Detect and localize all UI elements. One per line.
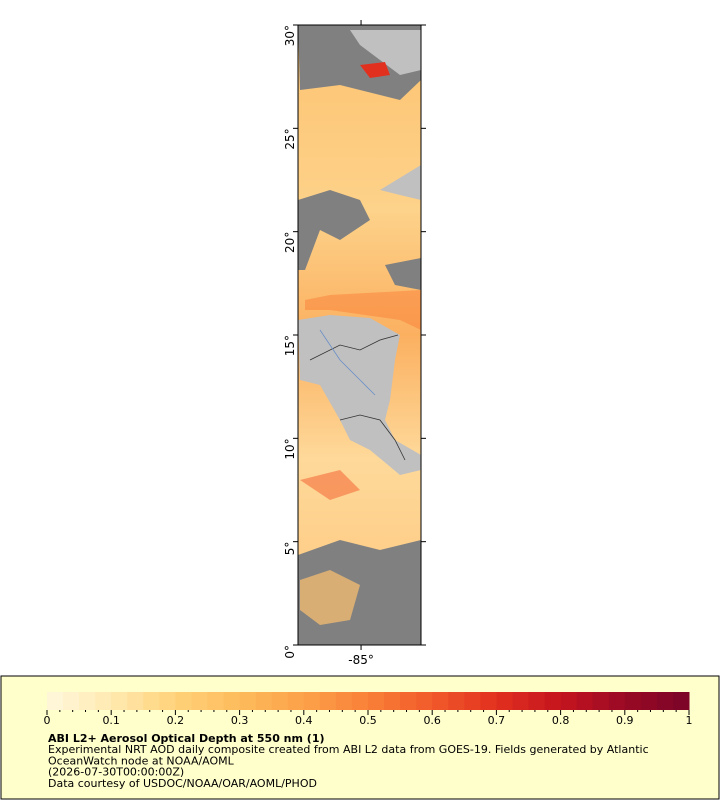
colorbar-segment	[239, 692, 257, 710]
colorbar-segment	[143, 692, 160, 710]
colorbar-segment	[207, 692, 225, 710]
colorbar-segment	[576, 692, 594, 710]
description-line: (2026-07-30T00:00:00Z)	[48, 766, 184, 779]
description-line: Data courtesy of USDOC/NOAA/OAR/AOML/PHO…	[48, 777, 317, 790]
colorbar-segment	[159, 692, 176, 710]
colorbar-tick-label: 0.8	[552, 714, 570, 727]
colorbar-segment	[335, 692, 353, 710]
y-tick-label: 10°	[283, 438, 297, 459]
colorbar-tick-label: 0.7	[488, 714, 506, 727]
colorbar-segment	[608, 692, 626, 710]
colorbar-segment	[496, 692, 513, 710]
colorbar-segment	[432, 692, 449, 710]
colorbar-segment	[287, 692, 305, 710]
y-tick-label: 30°	[283, 25, 297, 46]
colorbar-tick-label: 0.2	[167, 714, 185, 727]
colorbar-tick-label: 0.4	[295, 714, 313, 727]
map-image	[298, 25, 421, 645]
colorbar-segment	[111, 692, 128, 710]
colorbar-segment	[79, 692, 96, 710]
colorbar-segment	[175, 692, 192, 710]
colorbar-tick-label: 0.5	[359, 714, 377, 727]
colorbar-segment	[271, 692, 289, 710]
description-line: OceanWatch node at NOAA/AOML	[48, 754, 235, 767]
colorbar-segment	[255, 692, 273, 710]
colorbar-segment	[480, 692, 497, 710]
colorbar-segment	[127, 692, 144, 710]
colorbar-tick-label: 0.1	[102, 714, 120, 727]
colorbar-segment	[95, 692, 112, 710]
y-tick-label: 20°	[283, 232, 297, 253]
colorbar-segment	[351, 692, 369, 710]
colorbar-segment	[191, 692, 208, 710]
colorbar-tick-label: 0	[44, 714, 51, 727]
colorbar-segment	[400, 692, 417, 710]
colorbar-segment	[544, 692, 562, 710]
colorbar-segment	[640, 692, 658, 710]
colorbar-tick-label: 0.9	[616, 714, 634, 727]
colorbar-tick-label: 1	[686, 714, 693, 727]
colorbar-segment	[47, 692, 64, 710]
y-tick-label: 0°	[283, 645, 297, 659]
colorbar-segment	[223, 692, 241, 710]
colorbar-segment	[63, 692, 80, 710]
colorbar-segment	[560, 692, 578, 710]
colorbar-segment	[656, 692, 674, 710]
colorbar-segment	[303, 692, 321, 710]
y-tick-label: 5°	[283, 542, 297, 556]
colorbar-segment	[368, 692, 385, 710]
description-line: Experimental NRT AOD daily composite cre…	[48, 743, 649, 756]
colorbar-segment	[464, 692, 481, 710]
y-tick-label: 15°	[283, 335, 297, 356]
colorbar-segment	[528, 692, 546, 710]
legend-title: ABI L2+ Aerosol Optical Depth at 550 nm …	[48, 732, 325, 745]
colorbar-segment	[672, 692, 690, 710]
colorbar-segment	[384, 692, 401, 710]
colorbar-segment	[416, 692, 433, 710]
colorbar-tick-label: 0.3	[231, 714, 249, 727]
colorbar-segment	[592, 692, 610, 710]
x-tick-label: -85°	[348, 653, 374, 667]
colorbar-segment	[512, 692, 529, 710]
colorbar-segment	[448, 692, 465, 710]
legend-description: Experimental NRT AOD daily composite cre…	[48, 743, 649, 790]
colorbar-segment	[319, 692, 337, 710]
colorbar-tick-label: 0.6	[423, 714, 441, 727]
y-tick-label: 25°	[283, 128, 297, 149]
colorbar-segment	[624, 692, 642, 710]
